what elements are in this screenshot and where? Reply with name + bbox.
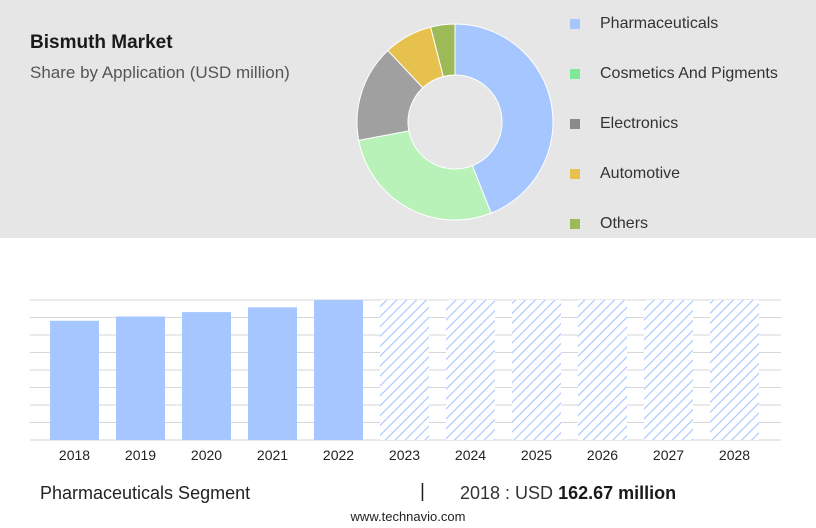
legend-swatch [570, 69, 580, 79]
chart-title: Bismuth Market [30, 32, 173, 53]
legend-label: Cosmetics And Pigments [600, 65, 778, 82]
legend-swatch [570, 219, 580, 229]
bar-2021 [248, 307, 297, 440]
tick-label-2023: 2023 [389, 447, 420, 463]
bar-2022 [314, 300, 363, 440]
forecast-bar-2027 [644, 300, 693, 440]
footer-segment: Pharmaceuticals Segment [40, 483, 251, 503]
bar-2018 [50, 320, 99, 440]
chart-subtitle: Share by Application (USD million) [30, 63, 290, 82]
donut-slice-cosmetics-and-pigments [358, 130, 492, 221]
legend-swatch [570, 19, 580, 29]
tick-label-2021: 2021 [257, 447, 288, 463]
legend-label: Others [600, 215, 649, 232]
legend-label: Automotive [600, 165, 681, 182]
forecast-bar-2028 [710, 300, 759, 440]
forecast-bar-2025 [512, 300, 561, 440]
donut-slice-others [430, 23, 456, 78]
footer-separator: | [420, 481, 425, 502]
bar-chart: 2018 2019 2020 2021 2022 2023 2024 2025 2026 2027… [30, 299, 781, 463]
legend-swatch [570, 119, 580, 129]
tick-label-2020: 2020 [191, 447, 222, 463]
donut-chart [356, 23, 554, 221]
forecast-bar-2023 [380, 300, 429, 440]
legend-swatch [570, 169, 580, 179]
forecast-bar-2026 [578, 300, 627, 440]
source-link[interactable]: www.technavio.com [350, 509, 466, 524]
bar-2020 [182, 312, 231, 440]
legend-label: Pharmaceuticals [600, 15, 719, 32]
tick-label-2018: 2018 [59, 447, 90, 463]
tick-label-2025: 2025 [521, 447, 552, 463]
tick-label-2027: 2027 [653, 447, 684, 463]
tick-label-2024: 2024 [455, 447, 486, 463]
footer-value-line: 2018 : USD 162.67 million [460, 483, 676, 504]
footer-year-label: 2018 : USD [460, 483, 554, 503]
tick-label-2028: 2028 [719, 447, 750, 463]
donut-slice-pharmaceuticals [454, 23, 554, 214]
bar-2019 [116, 316, 165, 440]
tick-label-2026: 2026 [587, 447, 618, 463]
legend-label: Electronics [600, 115, 679, 132]
tick-label-2022: 2022 [323, 447, 354, 463]
forecast-bar-2024 [446, 300, 495, 440]
tick-label-2019: 2019 [125, 447, 156, 463]
footer-value: 162.67 million [558, 483, 677, 503]
